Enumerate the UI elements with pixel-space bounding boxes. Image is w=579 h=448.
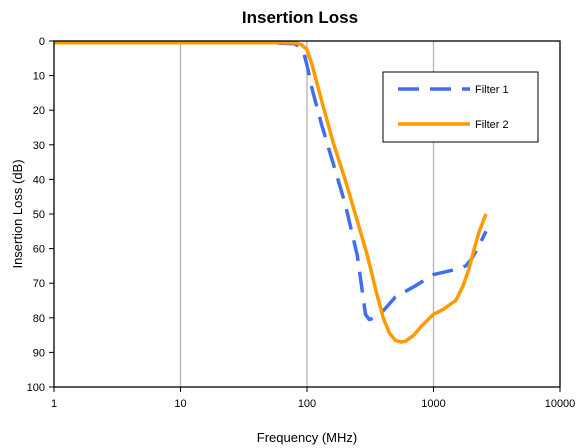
y-tick-label: 30 (33, 140, 45, 152)
y-tick-label: 100 (27, 382, 45, 394)
y-tick-label: 40 (33, 174, 45, 186)
series-line-filter-2 (54, 40, 488, 344)
y-tick-label: 60 (33, 244, 45, 256)
x-tick-label: 10000 (545, 398, 576, 410)
y-axis-ticks: 0 10 20 30 40 50 60 70 80 90 100 (27, 36, 54, 394)
y-tick-label: 20 (33, 105, 45, 117)
x-tick-label: 100 (298, 398, 316, 410)
y-tick-label: 10 (33, 71, 45, 83)
y-tick-label: 50 (33, 209, 45, 221)
x-axis-label: Frequency (MHz) (257, 430, 357, 445)
legend: Filter 1 Filter 2 (382, 71, 539, 143)
series-line-filter-1 (54, 40, 488, 322)
legend-box (382, 71, 539, 143)
y-tick-label: 90 (33, 347, 45, 359)
chart-title: Insertion Loss (242, 8, 358, 27)
x-axis-ticks: 1 10 100 1000 10000 (51, 387, 575, 410)
y-tick-label: 70 (33, 278, 45, 290)
y-axis-label: Insertion Loss (dB) (10, 159, 25, 268)
x-tick-label: 1 (51, 398, 57, 410)
legend-label-filter-1: Filter 1 (475, 84, 509, 96)
legend-label-filter-2: Filter 2 (475, 119, 509, 131)
plot-series (54, 40, 488, 344)
y-tick-label: 80 (33, 313, 45, 325)
x-tick-label: 10 (174, 398, 186, 410)
y-tick-label: 0 (39, 36, 45, 48)
x-tick-label: 1000 (421, 398, 445, 410)
